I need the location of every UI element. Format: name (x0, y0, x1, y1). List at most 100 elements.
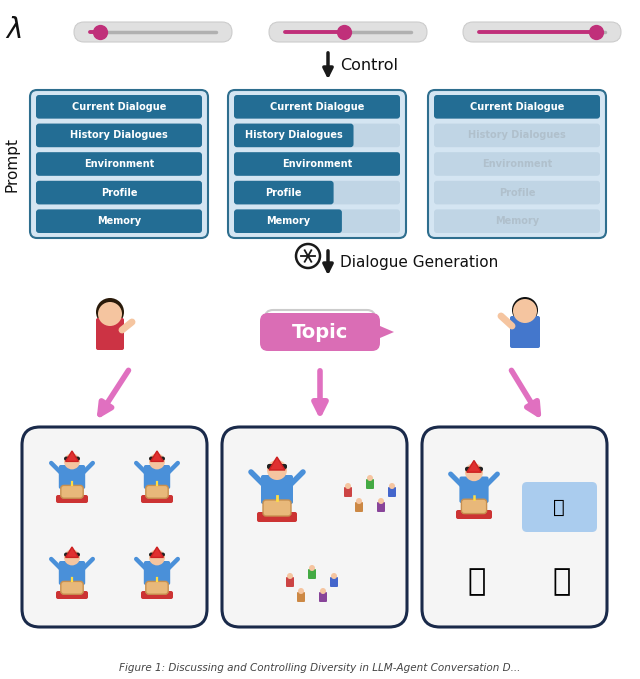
Circle shape (389, 483, 395, 489)
Circle shape (356, 498, 362, 504)
Circle shape (513, 299, 537, 323)
FancyBboxPatch shape (61, 485, 83, 498)
FancyBboxPatch shape (56, 591, 88, 599)
FancyBboxPatch shape (234, 181, 333, 204)
Circle shape (320, 588, 326, 594)
FancyBboxPatch shape (234, 152, 400, 176)
Text: Dialogue Generation: Dialogue Generation (340, 255, 499, 270)
Circle shape (64, 549, 80, 566)
Text: Memory: Memory (266, 216, 310, 226)
FancyBboxPatch shape (228, 90, 406, 238)
FancyBboxPatch shape (234, 95, 400, 119)
FancyBboxPatch shape (476, 466, 483, 471)
FancyBboxPatch shape (141, 495, 173, 503)
Text: Current Dialogue: Current Dialogue (72, 102, 166, 112)
FancyBboxPatch shape (434, 181, 600, 204)
Circle shape (345, 483, 351, 489)
FancyBboxPatch shape (149, 456, 156, 460)
FancyBboxPatch shape (159, 553, 165, 557)
FancyBboxPatch shape (434, 124, 600, 147)
Text: Environment: Environment (282, 159, 352, 169)
FancyBboxPatch shape (61, 581, 83, 594)
Text: 🎹: 🎹 (553, 568, 571, 596)
FancyBboxPatch shape (261, 475, 293, 504)
FancyBboxPatch shape (465, 466, 472, 471)
FancyBboxPatch shape (74, 22, 232, 42)
Text: Current Dialogue: Current Dialogue (270, 102, 364, 112)
FancyBboxPatch shape (319, 592, 327, 602)
FancyBboxPatch shape (388, 487, 396, 497)
FancyBboxPatch shape (308, 569, 316, 579)
Polygon shape (150, 451, 163, 462)
Circle shape (267, 460, 287, 480)
Circle shape (98, 302, 122, 326)
FancyBboxPatch shape (286, 577, 294, 587)
Text: Environment: Environment (482, 159, 552, 169)
Text: Memory: Memory (97, 216, 141, 226)
FancyBboxPatch shape (222, 427, 407, 627)
FancyBboxPatch shape (456, 510, 492, 519)
FancyBboxPatch shape (36, 181, 202, 204)
FancyBboxPatch shape (144, 465, 170, 489)
FancyBboxPatch shape (74, 553, 80, 557)
Text: Control: Control (340, 58, 398, 73)
FancyBboxPatch shape (434, 95, 600, 119)
FancyBboxPatch shape (146, 581, 168, 594)
FancyBboxPatch shape (366, 479, 374, 489)
FancyBboxPatch shape (234, 124, 400, 147)
FancyBboxPatch shape (463, 22, 621, 42)
FancyBboxPatch shape (234, 152, 400, 176)
FancyBboxPatch shape (234, 95, 400, 119)
Circle shape (331, 573, 337, 579)
FancyBboxPatch shape (297, 592, 305, 602)
Text: Memory: Memory (495, 216, 539, 226)
FancyBboxPatch shape (36, 124, 202, 147)
FancyBboxPatch shape (330, 577, 338, 587)
FancyBboxPatch shape (257, 512, 297, 522)
Text: 🛵: 🛵 (468, 568, 486, 596)
FancyBboxPatch shape (510, 316, 540, 348)
Text: Topic: Topic (292, 323, 348, 342)
FancyBboxPatch shape (428, 90, 606, 238)
FancyBboxPatch shape (234, 209, 342, 233)
FancyBboxPatch shape (344, 487, 352, 497)
Circle shape (512, 297, 538, 323)
Text: Profile: Profile (266, 187, 302, 198)
Polygon shape (269, 457, 285, 470)
Circle shape (64, 454, 80, 469)
Circle shape (287, 573, 293, 579)
FancyBboxPatch shape (59, 561, 85, 585)
FancyBboxPatch shape (522, 482, 597, 532)
FancyBboxPatch shape (59, 465, 85, 489)
FancyBboxPatch shape (36, 95, 202, 119)
Text: Prompt: Prompt (4, 136, 19, 191)
Text: History Dialogues: History Dialogues (70, 130, 168, 141)
FancyBboxPatch shape (234, 209, 400, 233)
Polygon shape (467, 460, 481, 472)
Polygon shape (150, 547, 163, 557)
FancyBboxPatch shape (144, 561, 170, 585)
FancyBboxPatch shape (434, 95, 600, 119)
FancyBboxPatch shape (36, 95, 202, 119)
FancyBboxPatch shape (141, 591, 173, 599)
FancyBboxPatch shape (30, 90, 208, 238)
FancyBboxPatch shape (377, 502, 385, 512)
FancyBboxPatch shape (434, 152, 600, 176)
FancyBboxPatch shape (64, 456, 70, 460)
FancyBboxPatch shape (149, 553, 156, 557)
Text: 🪑: 🪑 (553, 498, 565, 517)
FancyBboxPatch shape (260, 313, 380, 351)
FancyBboxPatch shape (36, 152, 202, 176)
FancyBboxPatch shape (267, 464, 275, 469)
FancyBboxPatch shape (36, 181, 202, 204)
FancyBboxPatch shape (36, 209, 202, 233)
Text: Environment: Environment (84, 159, 154, 169)
Text: λ: λ (6, 16, 22, 44)
FancyBboxPatch shape (36, 152, 202, 176)
FancyBboxPatch shape (234, 181, 400, 204)
FancyBboxPatch shape (22, 427, 207, 627)
FancyBboxPatch shape (434, 209, 600, 233)
FancyBboxPatch shape (56, 495, 88, 503)
FancyBboxPatch shape (234, 124, 353, 147)
FancyBboxPatch shape (64, 553, 70, 557)
